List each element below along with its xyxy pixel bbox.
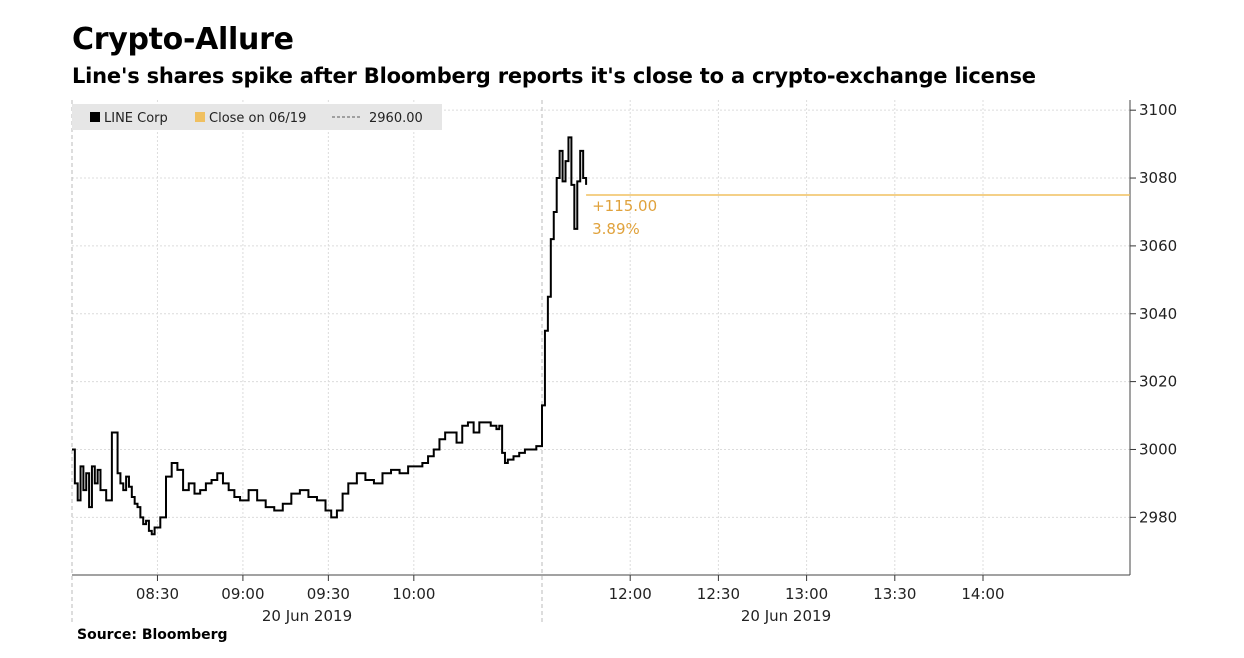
y-tick-label: 3080 xyxy=(1139,169,1177,187)
chart-subtitle: Line's shares spike after Bloomberg repo… xyxy=(72,64,1036,88)
x-date-label: 20 Jun 2019 xyxy=(741,607,831,625)
grid xyxy=(72,100,1130,575)
legend-close-swatch xyxy=(195,112,205,122)
legend-series-swatch xyxy=(90,112,100,122)
source-note: Source: Bloomberg xyxy=(77,627,228,643)
chart-title: Crypto-Allure xyxy=(72,22,294,57)
y-tick-label: 3040 xyxy=(1139,305,1177,323)
axes: 2980 3000 3020 3040 3060 3080 3100 08:30 09:00 09… xyxy=(71,100,1177,625)
y-tick-label: 3000 xyxy=(1139,440,1177,458)
x-tick-label: 13:00 xyxy=(785,585,828,603)
legend-series-label: LINE Corp xyxy=(104,111,168,126)
legend-close-label: Close on 06/19 xyxy=(209,111,306,126)
change-pct-annotation: 3.89% xyxy=(592,220,640,238)
series-layer xyxy=(72,136,1130,536)
x-tick-label: 10:00 xyxy=(392,585,435,603)
x-tick-label: 12:00 xyxy=(609,585,652,603)
x-tick-label: 12:30 xyxy=(697,585,740,603)
legend: LINE Corp Close on 06/19 2960.00 xyxy=(72,104,442,130)
y-tick-label: 3020 xyxy=(1139,373,1177,391)
change-annotation: +115.00 xyxy=(592,197,657,215)
x-tick-label: 09:00 xyxy=(221,585,264,603)
x-date-label: 20 Jun 2019 xyxy=(262,607,352,625)
y-tick-label: 2980 xyxy=(1139,508,1177,526)
legend-background xyxy=(72,104,442,130)
x-tick-label: 14:00 xyxy=(961,585,1004,603)
x-tick-label: 08:30 xyxy=(136,585,179,603)
price-line-line-corp xyxy=(72,136,588,536)
y-tick-label: 3060 xyxy=(1139,237,1177,255)
x-tick-label: 13:30 xyxy=(873,585,916,603)
x-tick-label: 09:30 xyxy=(307,585,350,603)
legend-close-value: 2960.00 xyxy=(369,111,423,126)
y-tick-label: 3100 xyxy=(1139,101,1177,119)
annotations: +115.00 3.89% xyxy=(592,197,657,238)
